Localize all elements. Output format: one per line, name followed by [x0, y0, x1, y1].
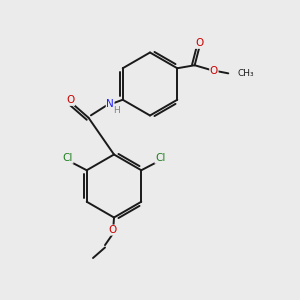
- Text: N: N: [106, 99, 114, 109]
- Text: O: O: [210, 66, 218, 76]
- Text: H: H: [113, 106, 120, 116]
- Text: O: O: [108, 225, 117, 235]
- Text: Cl: Cl: [155, 153, 165, 163]
- Text: Cl: Cl: [63, 153, 73, 163]
- Text: O: O: [195, 38, 203, 48]
- Text: CH₃: CH₃: [237, 69, 254, 78]
- Text: O: O: [66, 95, 75, 105]
